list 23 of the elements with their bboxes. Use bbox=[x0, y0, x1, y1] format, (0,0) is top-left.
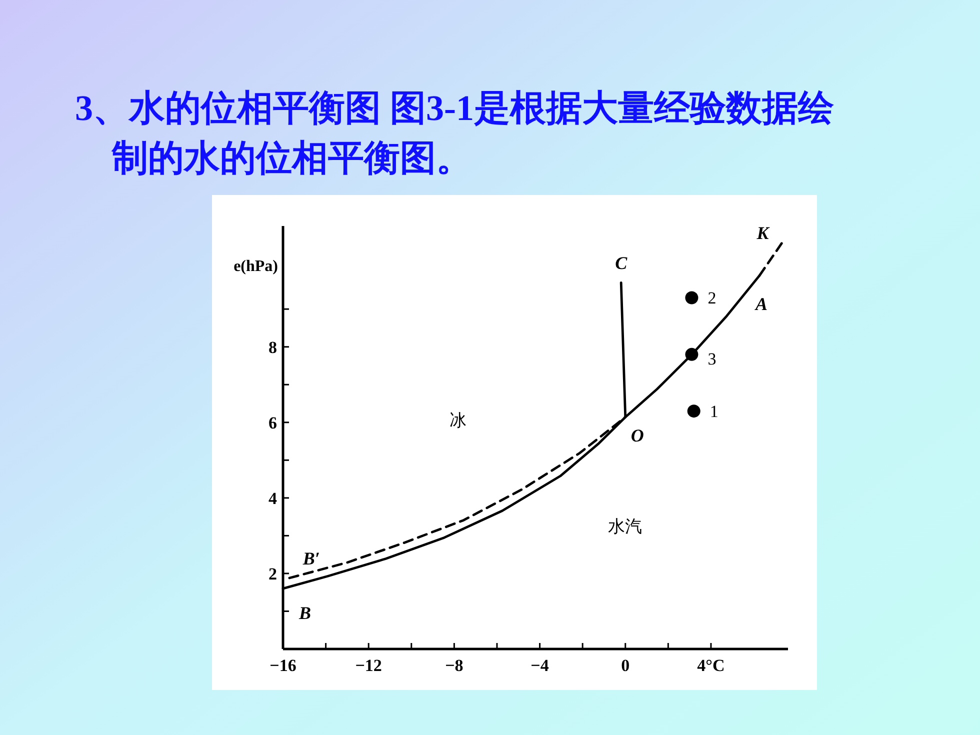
annotation: 1 bbox=[710, 402, 718, 422]
y-axis-title: e(hPa) bbox=[234, 258, 278, 275]
x-tick-label: −12 bbox=[355, 656, 382, 675]
annotation: C bbox=[615, 252, 628, 273]
y-tick-label: 6 bbox=[268, 413, 277, 432]
x-tick-label: −16 bbox=[270, 656, 296, 675]
x-tick-label: 4°C bbox=[697, 656, 725, 675]
annotation: 3 bbox=[708, 349, 716, 368]
x-tick-label: −4 bbox=[530, 656, 550, 675]
y-tick-label: 8 bbox=[268, 338, 277, 357]
y-tick-label: 4 bbox=[268, 488, 278, 508]
x-tick-label: −8 bbox=[445, 656, 464, 675]
chart-title: 3、水的位相平衡图 图3-1是根据大量经验数据绘制的水的位相平衡图。 bbox=[75, 88, 834, 178]
annotation: A bbox=[754, 294, 768, 314]
annotation: K bbox=[756, 223, 771, 244]
y-tick-label: 2 bbox=[268, 564, 277, 584]
annotation: 2 bbox=[708, 288, 716, 308]
annotation: 冰 bbox=[450, 410, 466, 430]
annotation: 水汽 bbox=[608, 516, 642, 536]
annotation: O bbox=[630, 425, 644, 446]
annotation: B′ bbox=[302, 548, 320, 568]
x-tick-label: 0 bbox=[621, 656, 630, 675]
annotation: B bbox=[298, 602, 312, 623]
